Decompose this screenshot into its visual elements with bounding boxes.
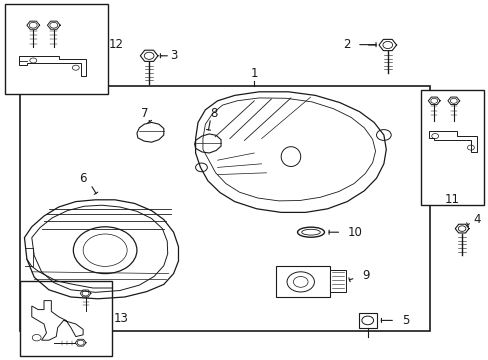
Text: 5: 5 [401, 314, 409, 327]
Text: 2: 2 [343, 38, 350, 51]
Bar [276, 266, 329, 297]
Bar [20, 281, 112, 356]
Text: 10: 10 [347, 226, 362, 239]
Text: 11: 11 [444, 193, 459, 206]
Text: 4: 4 [472, 213, 480, 226]
Text: 7: 7 [140, 107, 148, 120]
Text: 3: 3 [169, 49, 177, 62]
Text: 12: 12 [109, 39, 123, 51]
Bar [358, 313, 376, 328]
Bar [329, 270, 345, 292]
Text: 13: 13 [114, 312, 128, 325]
Bar [20, 86, 429, 331]
Bar [5, 4, 107, 94]
Text: 6: 6 [79, 172, 87, 185]
Text: 9: 9 [361, 269, 369, 282]
Bar [420, 90, 483, 205]
Text: 8: 8 [209, 107, 217, 120]
Text: 1: 1 [250, 67, 258, 80]
